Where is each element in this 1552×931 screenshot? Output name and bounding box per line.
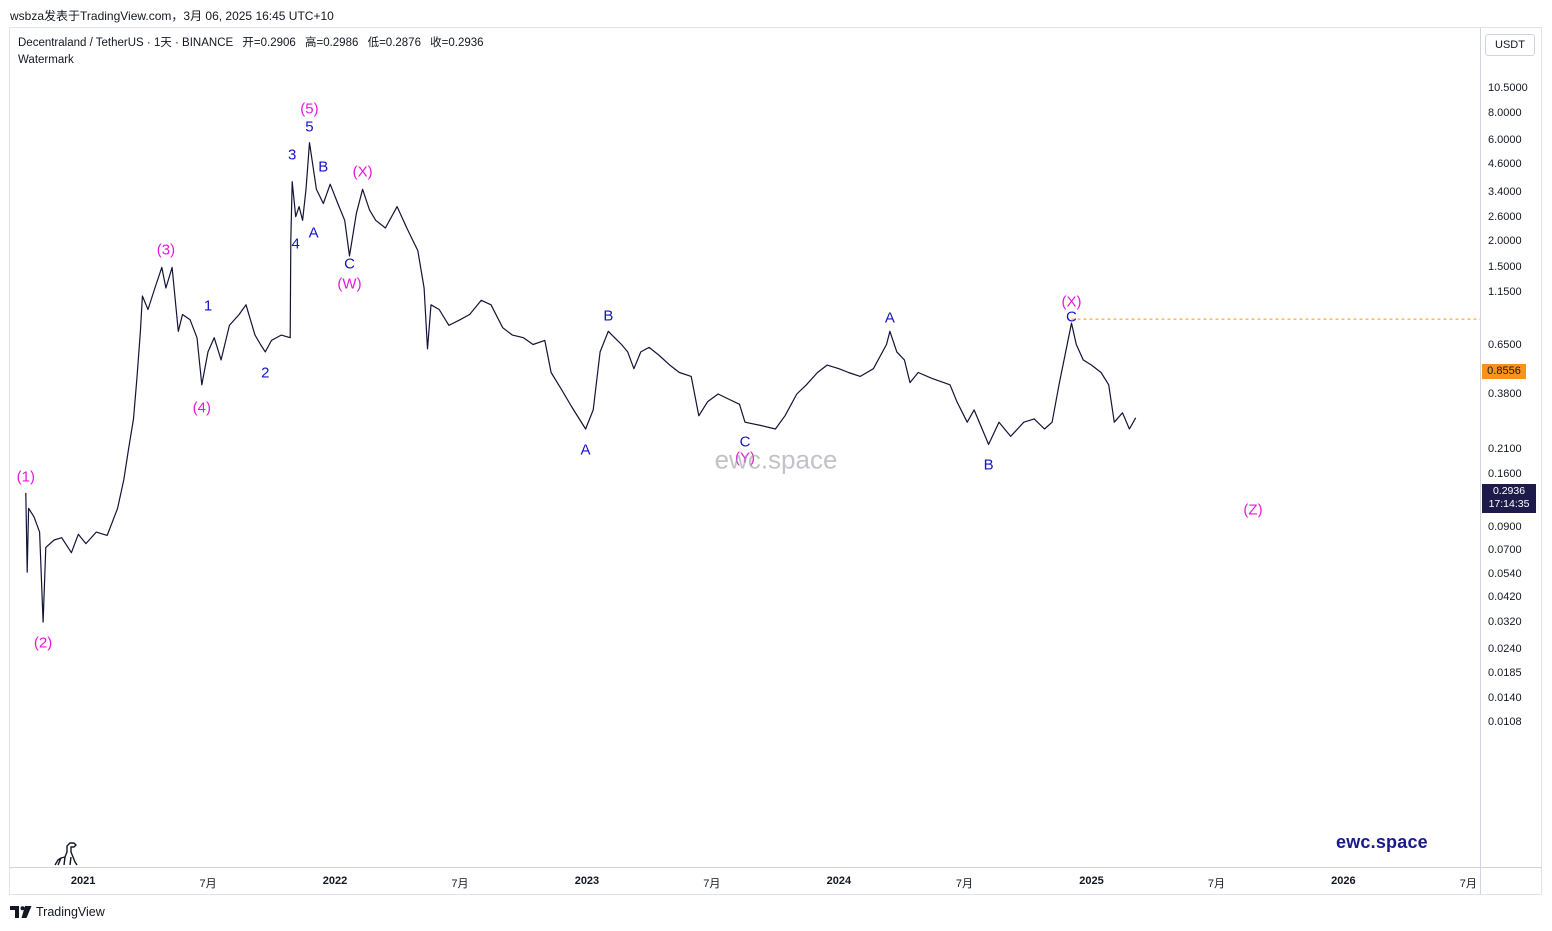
wave-label[interactable]: A xyxy=(580,441,591,459)
tradingview-logo-icon xyxy=(10,906,32,918)
time-tick-label: 7月 xyxy=(1459,878,1477,890)
time-axis-divider xyxy=(10,867,1542,868)
legend-symbol[interactable]: Decentraland / TetherUS · 1天 · BINANCE xyxy=(18,37,234,49)
price-tick-label: 0.0320 xyxy=(1488,616,1522,629)
legend-indicator[interactable]: Watermark xyxy=(18,54,74,66)
price-tick-label: 1.5000 xyxy=(1488,261,1522,274)
time-tick-label: 7月 xyxy=(451,878,469,890)
wave-label[interactable]: (Y) xyxy=(735,449,755,467)
price-tick-label: 0.0900 xyxy=(1488,520,1522,533)
time-tick-label: 2026 xyxy=(1331,875,1356,887)
tradingview-logo-text: TradingView xyxy=(36,905,105,919)
wave-label[interactable]: (W) xyxy=(337,275,362,293)
price-tick-label: 0.0420 xyxy=(1488,591,1522,604)
price-tick-label: 0.0700 xyxy=(1488,543,1522,556)
price-series-line xyxy=(25,142,1137,623)
wave-label[interactable]: (Z) xyxy=(1243,501,1263,519)
time-tick-label: 7月 xyxy=(1207,878,1225,890)
time-tick-label: 2024 xyxy=(826,875,852,887)
legend-open: 开=0.2906 xyxy=(242,37,296,49)
price-tick-label: 0.0185 xyxy=(1488,666,1522,679)
wave-label[interactable]: C xyxy=(344,255,355,273)
chart-legend: Decentraland / TetherUS · 1天 · BINANCE 开… xyxy=(18,35,490,69)
price-tick-label: 2.0000 xyxy=(1488,234,1522,247)
wave-label[interactable]: B xyxy=(983,456,994,474)
legend-close: 收=0.2936 xyxy=(430,37,484,49)
wave-label[interactable]: A xyxy=(884,309,895,327)
time-tick-label: 7月 xyxy=(703,878,721,890)
price-tick-label: 8.0000 xyxy=(1488,107,1522,120)
legend-high: 高=0.2986 xyxy=(304,37,359,49)
wave-label[interactable]: (5) xyxy=(300,100,319,118)
price-tick-label: 0.3800 xyxy=(1488,388,1522,400)
time-tick-label: 2022 xyxy=(322,875,348,887)
wave-label[interactable]: 1 xyxy=(203,297,213,315)
price-tick-label: 10.5000 xyxy=(1488,82,1528,94)
time-tick-label: 2023 xyxy=(574,875,600,887)
price-tick-label: 0.1600 xyxy=(1488,467,1522,480)
price-axis-divider xyxy=(1480,28,1481,894)
time-tick-label: 2021 xyxy=(70,875,96,887)
price-tick-label: 0.0240 xyxy=(1488,642,1522,655)
wave-label[interactable]: B xyxy=(318,158,329,176)
price-tick-label: 0.6500 xyxy=(1488,338,1522,351)
wave-label[interactable]: (2) xyxy=(33,634,53,652)
wave-label[interactable]: (X) xyxy=(1061,293,1082,311)
last-price-badge: 0.2936 17:14:35 xyxy=(1482,484,1536,513)
tradingview-logo[interactable]: TradingView xyxy=(10,905,105,919)
time-tick-label: 2025 xyxy=(1079,875,1104,887)
publish-caption: wsbza发表于TradingView.com，3月 06, 2025 16:4… xyxy=(10,9,334,23)
wave-label[interactable]: C xyxy=(739,433,751,450)
wave-label[interactable]: C xyxy=(1066,308,1077,326)
wave-label[interactable]: 2 xyxy=(261,364,270,382)
currency-selector[interactable]: USDT xyxy=(1485,34,1535,56)
time-tick-label: 7月 xyxy=(955,878,974,890)
price-tick-label: 4.6000 xyxy=(1488,158,1522,171)
wave-label[interactable]: 3 xyxy=(288,146,297,164)
wave-label[interactable]: B xyxy=(603,307,614,325)
price-tick-label: 6.0000 xyxy=(1488,133,1522,146)
price-tick-label: 0.2100 xyxy=(1488,442,1522,455)
price-tick-label: 0.0540 xyxy=(1488,567,1522,580)
price-tick-label: 2.6000 xyxy=(1488,210,1522,223)
time-tick-label: 7月 xyxy=(199,878,217,890)
center-watermark: ewc.space xyxy=(714,444,838,475)
wave-label[interactable]: (4) xyxy=(192,399,211,417)
wave-label[interactable]: (1) xyxy=(16,468,35,486)
wave-label[interactable]: A xyxy=(308,224,319,242)
wave-label[interactable]: (3) xyxy=(156,241,176,259)
wave-label[interactable]: 4 xyxy=(291,235,300,253)
price-tick-label: 3.4000 xyxy=(1488,185,1522,198)
wave-label[interactable]: (X) xyxy=(352,163,373,181)
dinosaur-icon[interactable] xyxy=(52,840,80,868)
price-tick-label: 0.0140 xyxy=(1488,692,1522,705)
bar-countdown: 17:14:35 xyxy=(1488,498,1530,510)
wave-label[interactable]: 5 xyxy=(305,118,314,136)
chart-frame[interactable] xyxy=(9,27,1542,895)
price-tick-label: 0.0108 xyxy=(1488,716,1522,729)
last-price-value: 0.2936 xyxy=(1492,485,1526,497)
marker-price-badge: 0.8556 xyxy=(1482,364,1526,379)
price-tick-label: 1.1500 xyxy=(1488,285,1522,298)
legend-low: 低=0.2876 xyxy=(367,37,421,49)
brand-watermark: ewc.space xyxy=(1336,832,1428,852)
